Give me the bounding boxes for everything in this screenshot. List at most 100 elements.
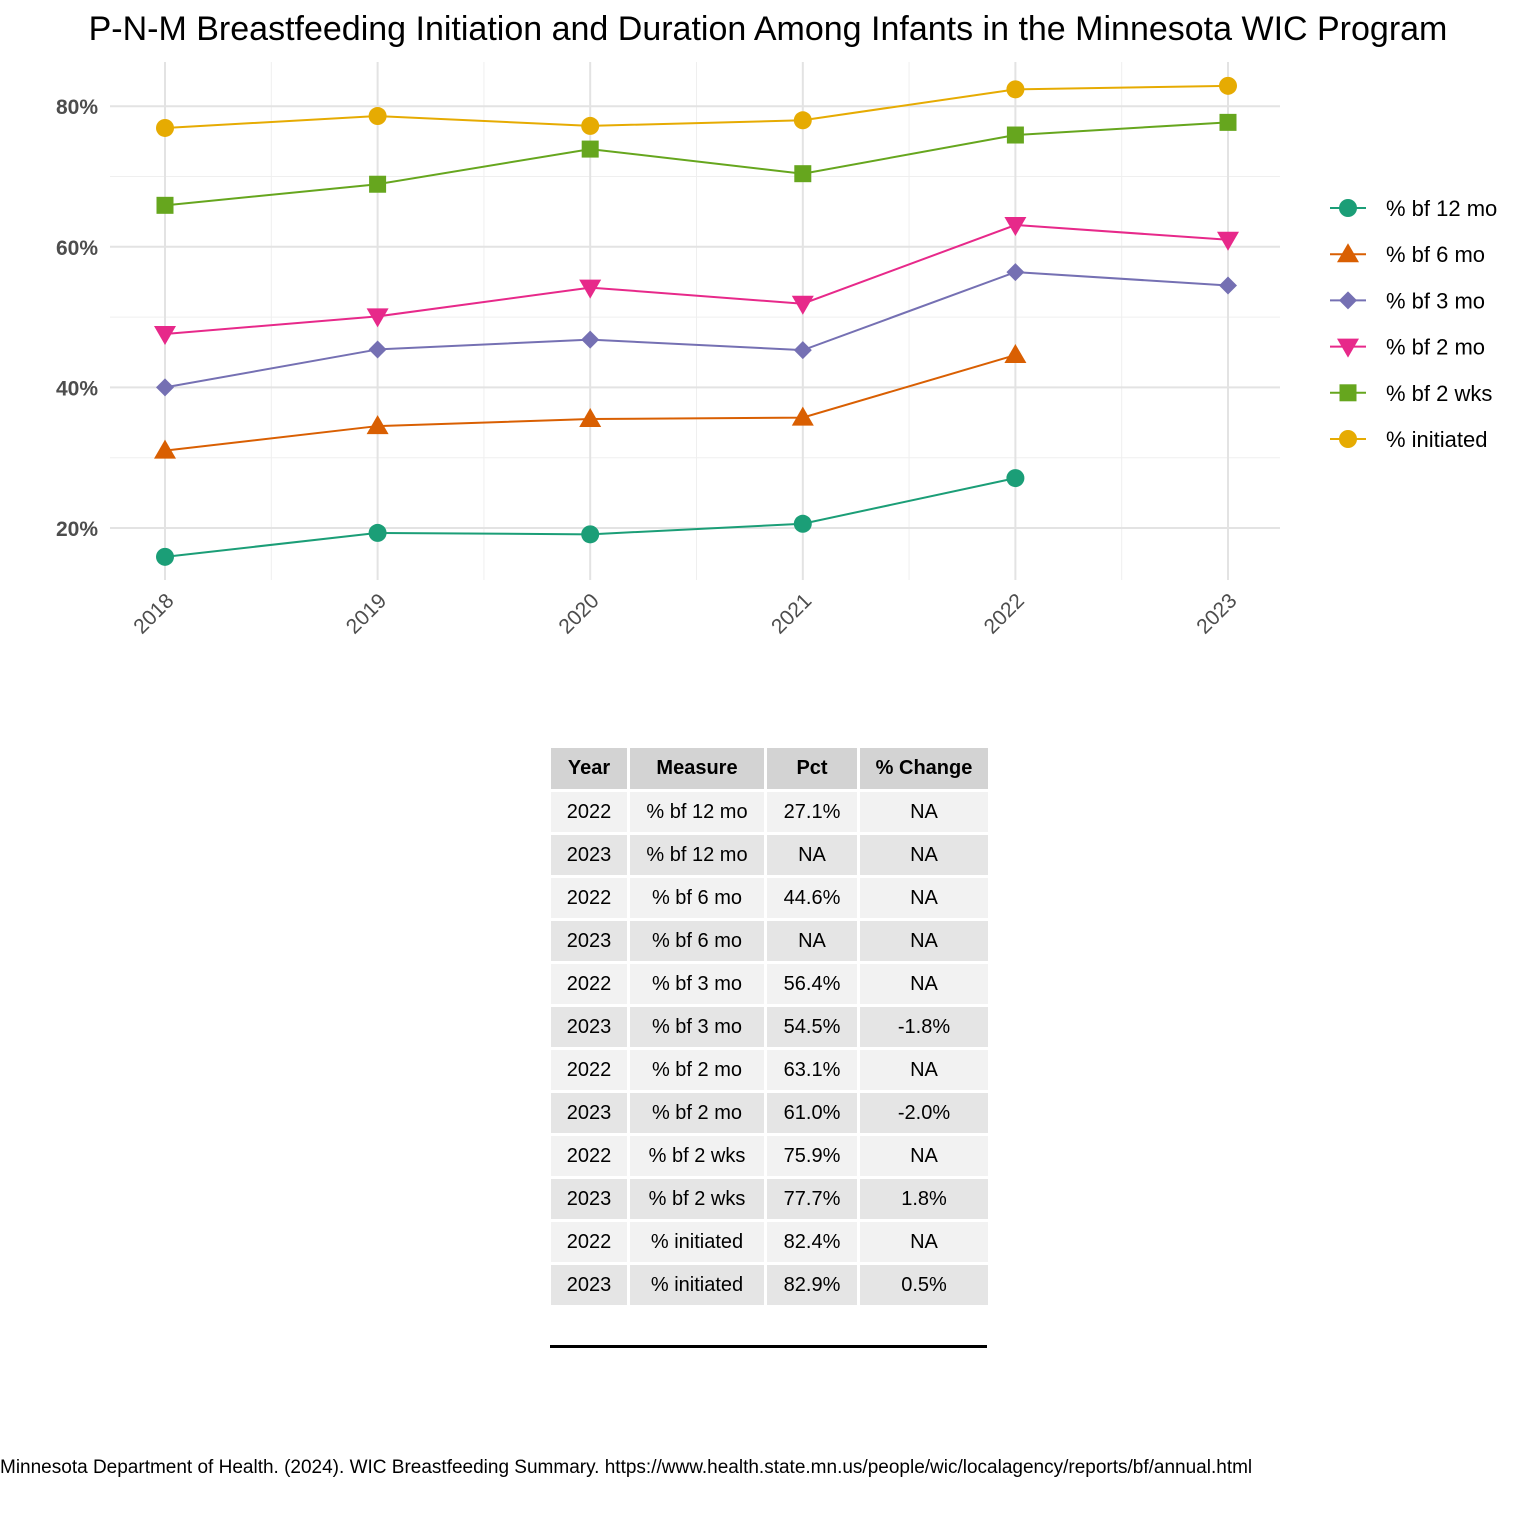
series-initiated	[156, 76, 1237, 137]
table-cell-measure: % bf 2 mo	[630, 1050, 764, 1090]
table-cell-measure: % bf 2 mo	[630, 1093, 764, 1133]
table-cell-pct: 77.7%	[767, 1179, 857, 1219]
data-point	[581, 116, 600, 135]
table-row: 2022% bf 3 mo 56.4% NA	[551, 964, 988, 1004]
data-point	[1337, 338, 1359, 358]
x-tick-label: 2018	[129, 589, 178, 638]
table-cell-pct: 75.9%	[767, 1136, 857, 1176]
table-cell-year: 2022	[551, 1136, 627, 1176]
table-cell-measure: % bf 3 mo	[630, 1007, 764, 1047]
table-cell-year: 2022	[551, 1050, 627, 1090]
data-point	[793, 341, 812, 360]
source-citation: Minnesota Department of Health. (2024). …	[0, 1457, 1253, 1478]
data-point	[1219, 76, 1237, 95]
data-point	[1217, 231, 1239, 251]
x-tick-label: 2019	[342, 589, 391, 638]
line-chart: 20% 40% 60% 80% 2018 2019 2020 2021 2022 2023 % b…	[56, 62, 1497, 639]
table-cell-change: NA	[860, 964, 988, 1004]
data-point	[1339, 199, 1357, 217]
summary-table: Year Measure Pct % Change 2022% bf 12 mo…	[548, 745, 991, 1308]
data-point	[581, 330, 600, 349]
series-line	[164, 223, 1229, 335]
data-point	[368, 523, 387, 542]
table-cell-year: 2023	[551, 1265, 627, 1305]
table-cell-change: -2.0%	[860, 1093, 988, 1133]
table-cell-pct: 63.1%	[767, 1050, 857, 1090]
table-cell-year: 2022	[551, 1222, 627, 1262]
table-cell-change: NA	[860, 835, 988, 875]
table-cell-change: NA	[860, 1050, 988, 1090]
table-cell-year: 2023	[551, 1007, 627, 1047]
data-point	[1339, 430, 1357, 448]
table-row: 2022% bf 6 mo 44.6% NA	[551, 878, 988, 918]
data-point	[156, 118, 174, 137]
table-cell-change: NA	[860, 878, 988, 918]
series-bf-2-wks	[156, 113, 1237, 214]
data-point	[154, 439, 176, 459]
y-tick-label: 40%	[56, 377, 98, 400]
series-line	[164, 271, 1229, 389]
table-header-measure: Measure	[630, 748, 764, 789]
table-cell-change: 0.5%	[860, 1265, 988, 1305]
legend-item: % bf 6 mo	[1330, 242, 1485, 267]
table-bottom-rule	[550, 1345, 987, 1348]
table-header-year: Year	[551, 748, 627, 789]
table-cell-pct: 82.9%	[767, 1265, 857, 1305]
table-cell-year: 2022	[551, 878, 627, 918]
data-point	[1004, 344, 1027, 364]
data-point	[154, 325, 176, 345]
data-point	[368, 107, 387, 126]
y-tick-label: 60%	[56, 237, 98, 260]
table-cell-year: 2022	[551, 964, 627, 1004]
table-row: 2023% bf 12 mo NA NA	[551, 835, 988, 875]
table-cell-measure: % initiated	[630, 1222, 764, 1262]
data-point	[793, 514, 812, 533]
series-line	[164, 121, 1229, 207]
series-line	[164, 84, 1229, 129]
y-tick-label: 80%	[56, 96, 98, 119]
table-cell-change: NA	[860, 1136, 988, 1176]
x-tick-label: 2021	[767, 589, 816, 638]
series-bf-2-mo	[154, 217, 1239, 345]
table-header-row: Year Measure Pct % Change	[551, 748, 988, 789]
data-point	[579, 408, 602, 428]
table-cell-measure: % bf 12 mo	[630, 835, 764, 875]
data-point	[1006, 126, 1024, 144]
table-cell-change: 1.8%	[860, 1179, 988, 1219]
legend-label: % bf 3 mo	[1386, 288, 1485, 313]
series-layer	[154, 76, 1239, 566]
data-point	[794, 165, 812, 183]
legend-item: % initiated	[1330, 427, 1488, 452]
x-tick-label: 2022	[980, 589, 1029, 638]
data-point	[793, 111, 812, 130]
legend-item: % bf 2 wks	[1330, 381, 1492, 406]
table-header-pct: Pct	[767, 748, 857, 789]
table-cell-measure: % bf 6 mo	[630, 878, 764, 918]
data-point	[1006, 469, 1025, 488]
table-cell-pct: 56.4%	[767, 964, 857, 1004]
x-tick-label: 2020	[554, 589, 603, 638]
table-body: 2022% bf 12 mo 27.1% NA 2023% bf 12 mo NA NA 2…	[551, 792, 988, 1305]
series-bf-12-mo	[156, 469, 1025, 566]
data-point	[581, 140, 599, 158]
data-point	[156, 196, 174, 214]
data-point	[791, 406, 814, 426]
table-row: 2023% initiated 82.9% 0.5%	[551, 1265, 988, 1305]
table-cell-pct: 54.5%	[767, 1007, 857, 1047]
grid-lines	[110, 62, 1280, 580]
table-cell-measure: % bf 2 wks	[630, 1179, 764, 1219]
table-header-change: % Change	[860, 748, 988, 789]
data-point	[1339, 384, 1357, 402]
data-point	[1006, 80, 1025, 99]
table-cell-change: -1.8%	[860, 1007, 988, 1047]
legend-item: % bf 2 mo	[1330, 335, 1485, 360]
legend: % bf 12 mo % bf 6 mo % bf 3 mo % bf 2 mo % b…	[1330, 196, 1497, 452]
table-cell-year: 2023	[551, 1093, 627, 1133]
data-point	[791, 295, 814, 315]
table-cell-year: 2023	[551, 835, 627, 875]
table-cell-measure: % initiated	[630, 1265, 764, 1305]
table-cell-measure: % bf 2 wks	[630, 1136, 764, 1176]
data-point	[366, 415, 389, 435]
series-bf-3-mo	[156, 263, 1237, 397]
data-point	[156, 547, 174, 566]
